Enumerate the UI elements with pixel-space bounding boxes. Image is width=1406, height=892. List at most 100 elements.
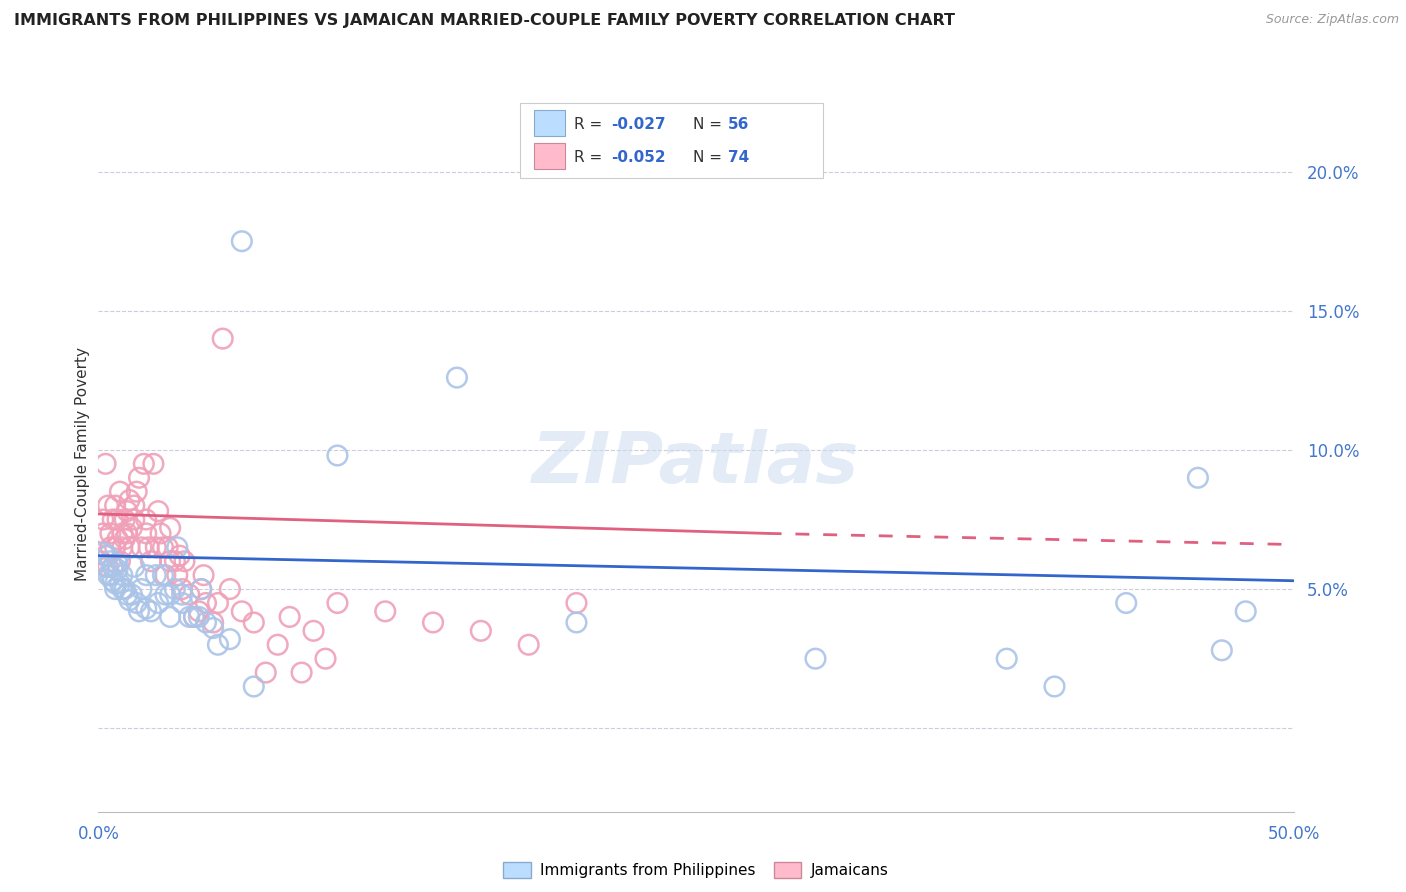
Point <box>135 526 157 541</box>
Point <box>804 651 827 665</box>
Point <box>290 665 312 680</box>
Point <box>94 549 117 563</box>
Point <box>104 576 127 591</box>
Point <box>1115 596 1137 610</box>
Point <box>98 568 122 582</box>
Text: Source: ZipAtlas.com: Source: ZipAtlas.com <box>1265 13 1399 27</box>
Point <box>115 504 138 518</box>
Point <box>193 568 215 582</box>
Point <box>243 615 266 630</box>
Text: -0.027: -0.027 <box>612 117 666 132</box>
Point <box>94 559 117 574</box>
Point <box>108 554 131 568</box>
Point <box>166 568 188 582</box>
Point <box>90 554 112 568</box>
Point <box>152 568 174 582</box>
Point <box>172 596 194 610</box>
Point <box>131 582 153 596</box>
Point <box>169 549 191 563</box>
Point <box>446 370 468 384</box>
Point <box>111 526 134 541</box>
Legend: Immigrants from Philippines, Jamaicans: Immigrants from Philippines, Jamaicans <box>498 856 894 884</box>
Point <box>97 568 120 582</box>
Text: 74: 74 <box>728 150 749 165</box>
Point <box>565 596 588 610</box>
Point <box>190 582 212 596</box>
Point <box>108 576 131 591</box>
Point <box>231 604 253 618</box>
Point <box>149 526 172 541</box>
Point <box>115 526 138 541</box>
Point <box>101 512 124 526</box>
Point <box>172 588 194 602</box>
Point <box>1211 643 1233 657</box>
Point <box>97 549 120 563</box>
Point <box>173 554 195 568</box>
Point <box>121 521 143 535</box>
Text: -0.052: -0.052 <box>612 150 666 165</box>
Point <box>326 596 349 610</box>
Point <box>159 588 181 602</box>
Point <box>107 512 129 526</box>
Point <box>135 568 157 582</box>
Point <box>98 526 122 541</box>
Point <box>124 512 146 526</box>
Point <box>97 499 120 513</box>
Point <box>207 638 229 652</box>
Point <box>166 541 188 555</box>
Point <box>124 559 146 574</box>
Point <box>278 610 301 624</box>
Point <box>98 541 122 555</box>
Point <box>115 588 138 602</box>
Text: N =: N = <box>693 117 727 132</box>
Point <box>1234 604 1257 618</box>
Point <box>194 596 217 610</box>
Point <box>107 532 129 546</box>
Point <box>155 568 177 582</box>
Point <box>183 610 205 624</box>
Point <box>125 596 148 610</box>
Point <box>125 484 148 499</box>
Point <box>179 610 201 624</box>
Point <box>211 332 233 346</box>
Point <box>231 234 253 248</box>
Point <box>163 582 186 596</box>
Point <box>111 568 134 582</box>
Point <box>202 615 225 630</box>
Point <box>97 559 120 574</box>
Point <box>107 557 129 571</box>
Point <box>187 604 209 618</box>
Point <box>190 582 212 596</box>
Point <box>145 541 167 555</box>
Point <box>326 449 349 463</box>
Point <box>315 651 337 665</box>
Point <box>194 615 217 630</box>
Point <box>135 601 157 615</box>
Point <box>243 680 266 694</box>
Point <box>422 615 444 630</box>
Point <box>118 593 141 607</box>
Point <box>111 582 134 596</box>
Point <box>172 582 194 596</box>
Point <box>132 457 155 471</box>
Point <box>131 541 153 555</box>
Point <box>163 554 186 568</box>
Point <box>202 621 225 635</box>
Point <box>179 588 201 602</box>
Point <box>104 582 127 596</box>
Point <box>91 546 114 560</box>
Point <box>91 512 114 526</box>
Text: ZIPatlas: ZIPatlas <box>533 429 859 499</box>
Point <box>159 554 181 568</box>
Point <box>101 559 124 574</box>
Point <box>267 638 290 652</box>
Point <box>148 504 170 518</box>
Point <box>159 610 181 624</box>
Point <box>155 588 177 602</box>
Point <box>128 604 150 618</box>
Point <box>470 624 492 638</box>
Point <box>145 568 167 582</box>
Point <box>108 484 131 499</box>
Point <box>187 610 209 624</box>
Point <box>139 604 162 618</box>
